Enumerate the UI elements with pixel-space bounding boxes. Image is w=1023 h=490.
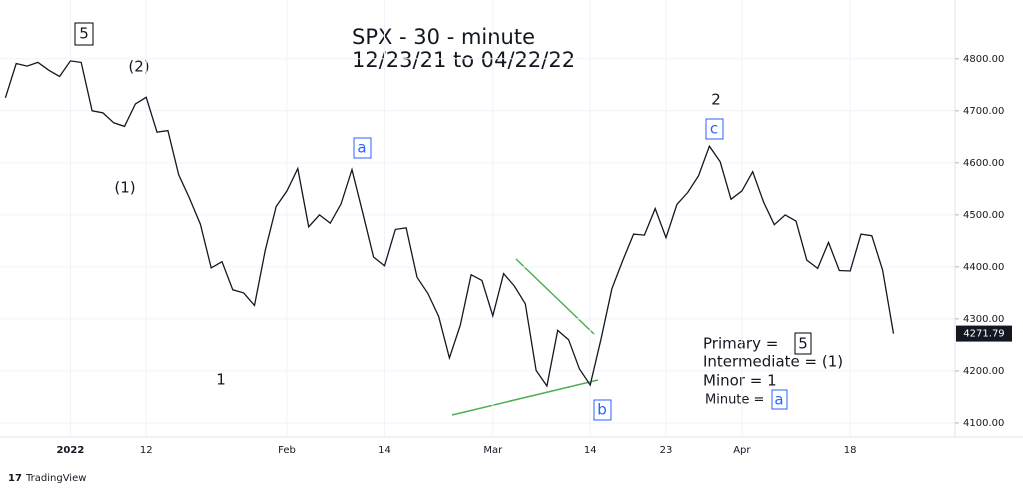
wave-label: 5 (79, 25, 89, 43)
x-tick-label: Apr (733, 445, 751, 456)
key-text: Primary = (703, 335, 778, 353)
y-tick-label: 4400.00 (963, 262, 1004, 273)
wave-label: 2 (711, 91, 721, 109)
wave-label: (1) (114, 179, 135, 197)
wave-label: 1 (216, 371, 226, 389)
key-text: Intermediate = (1) (703, 353, 843, 371)
last-price-label: 4271.79 (963, 329, 1004, 340)
y-tick-label: 4700.00 (963, 106, 1004, 117)
label-box (353, 137, 372, 159)
y-tick-label: 4300.00 (963, 314, 1004, 325)
key-text: 5 (798, 335, 808, 353)
key-text: a (774, 391, 783, 409)
x-tick-label: Mar (483, 445, 503, 456)
y-tick-label: 4100.00 (963, 418, 1004, 429)
wave-label: c (710, 120, 718, 138)
logo: 17 (8, 473, 22, 484)
wave-label: b (597, 401, 607, 419)
key-text: Minute = (705, 393, 764, 408)
trendline (451, 379, 599, 416)
trendline (515, 258, 595, 335)
label-box (74, 22, 94, 46)
y-tick-label: 4200.00 (963, 366, 1004, 377)
x-tick-label: 2022 (56, 445, 84, 456)
y-tick-label: 4800.00 (963, 54, 1004, 65)
key-text: Minor = 1 (703, 372, 777, 390)
x-tick-label: 18 (844, 445, 857, 456)
x-tick-label: Feb (278, 445, 296, 456)
label-box (593, 399, 612, 421)
wave-label: a (357, 139, 366, 157)
label-box (705, 118, 724, 140)
chart-title: SPX - 30 - minute (352, 25, 535, 49)
price-line (4, 60, 895, 388)
x-tick-label: 14 (584, 445, 597, 456)
y-tick-label: 4600.00 (963, 158, 1004, 169)
wave-label: (2) (128, 58, 149, 76)
label-box (794, 332, 812, 355)
chart-subtitle: 12/23/21 to 04/22/22 (352, 48, 575, 72)
watermark: TradingView (25, 473, 86, 484)
x-tick-label: 14 (378, 445, 391, 456)
last-price-box (956, 325, 1012, 342)
x-tick-label: 12 (140, 445, 153, 456)
y-tick-label: 4500.00 (963, 210, 1004, 221)
x-tick-label: 23 (660, 445, 673, 456)
label-box (771, 389, 788, 410)
